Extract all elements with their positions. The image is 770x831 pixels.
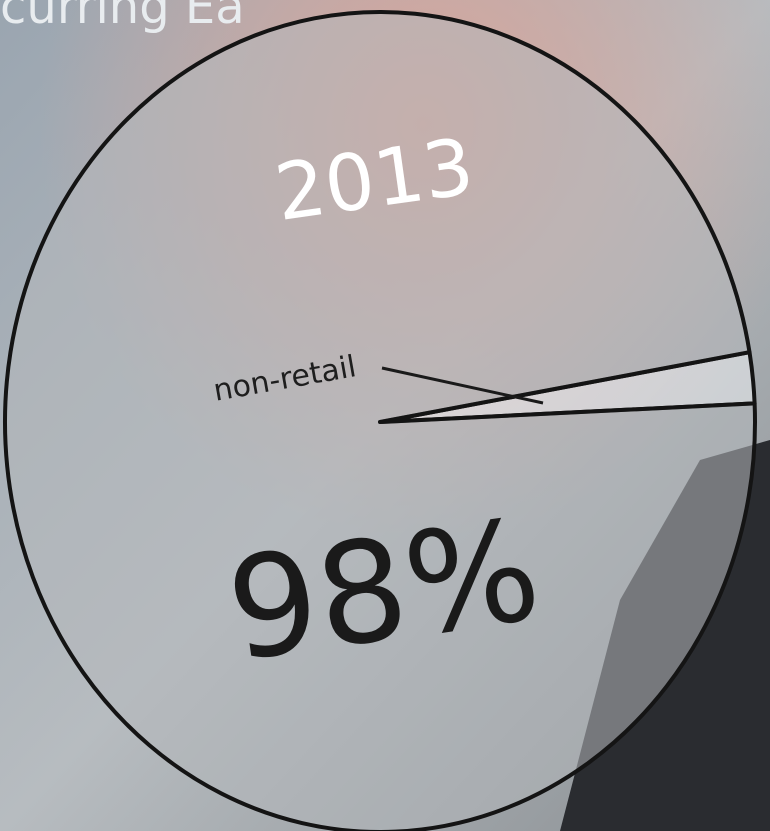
- header-text: curring Ea: [0, 0, 245, 35]
- pie-slice: [3, 10, 757, 831]
- leader-line: [381, 366, 544, 405]
- pie: [3, 10, 757, 831]
